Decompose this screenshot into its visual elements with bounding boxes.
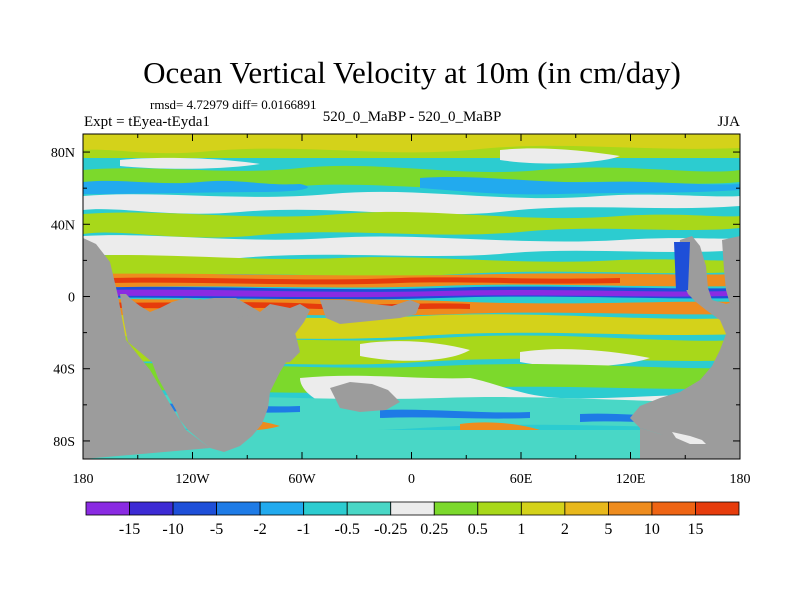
colorbar-swatch <box>390 501 435 516</box>
colorbar-swatch <box>433 501 479 516</box>
eastern-landmass <box>630 236 740 459</box>
colorbar-label: 15 <box>687 521 703 538</box>
colorbar-swatch <box>216 501 261 516</box>
africa-landmass <box>320 300 420 324</box>
colorbar-label: -15 <box>119 521 140 538</box>
colorbar-swatch <box>651 501 696 516</box>
x-tick-label: 0 <box>408 472 415 487</box>
north-subtropic-green <box>83 255 740 277</box>
y-tick-label: 80S <box>53 435 75 450</box>
colorbar-swatch <box>477 501 522 516</box>
colorbar-label: 0.25 <box>420 521 448 538</box>
colorbar <box>85 501 740 516</box>
colorbar-label: -10 <box>162 521 183 538</box>
x-tick-label: 60E <box>510 472 533 487</box>
equator-north-red-streaks <box>110 277 620 285</box>
colorbar-swatch <box>303 501 348 516</box>
x-tick-label: 180 <box>73 472 94 487</box>
south-america-block <box>212 312 300 370</box>
north-blue-band <box>83 177 740 195</box>
y-tick-label: 0 <box>68 291 75 306</box>
americas-landmass <box>83 248 310 452</box>
chart-title: Ocean Vertical Velocity at 10m (in cm/da… <box>143 55 681 90</box>
colorbar-label: 1 <box>517 521 525 538</box>
colorbar-swatch <box>129 501 174 516</box>
y-tick-label: 40S <box>53 363 75 378</box>
colorbar-labels: -15 -10 -5 -2 -1 -0.5 -0.25 0.25 0.5 1 2 5 10 15 <box>119 521 704 538</box>
colorbar-swatch <box>85 501 130 516</box>
x-tick-label: 120E <box>616 472 646 487</box>
western-landmass-fill <box>83 238 210 459</box>
x-tick-label: 60W <box>288 472 316 487</box>
map-field <box>83 134 740 459</box>
north-white-band-2 <box>83 235 740 259</box>
eastern-coast-strip <box>722 236 740 304</box>
colorbar-swatch <box>346 501 392 516</box>
y-tick-label: 40N <box>51 218 75 233</box>
arctic-white-patches <box>120 148 620 169</box>
x-tick-labels: 180 120W 60W 0 60E 120E 180 <box>73 472 751 487</box>
colorbar-swatch <box>564 501 609 516</box>
north-white-band-1 <box>83 191 740 215</box>
colorbar-label: -2 <box>253 521 266 538</box>
y-tick-labels: 80N 40N 0 40S 80S <box>51 146 75 450</box>
x-tick-label: 120W <box>175 472 210 487</box>
colorbar-label: -1 <box>297 521 310 538</box>
experiment-label: Expt = tEyea-tEyda1 <box>84 114 210 130</box>
axis-ticks <box>82 134 741 459</box>
equator-purple-core <box>100 289 730 298</box>
x-tick-label: 180 <box>730 472 751 487</box>
colorbar-swatch <box>695 501 740 516</box>
stats-label: rmsd= 4.72979 diff= 0.0166891 <box>150 97 316 112</box>
colorbar-label: 2 <box>561 521 569 538</box>
sea-ice-white <box>672 432 706 444</box>
colorbar-label: 5 <box>604 521 612 538</box>
north-green-band-2 <box>83 211 740 238</box>
y-tick-label: 80N <box>51 146 75 161</box>
eastern-inlet <box>674 242 690 290</box>
colorbar-label: -5 <box>210 521 223 538</box>
arctic-band-yellow <box>83 134 740 154</box>
case-label: 520_0_MaBP - 520_0_MaBP <box>323 109 502 125</box>
colorbar-swatch <box>608 501 653 516</box>
colorbar-swatch <box>172 501 217 516</box>
season-label: JJA <box>717 114 740 130</box>
southern-ocean-blue-streaks <box>150 403 700 423</box>
colorbar-label: -0.5 <box>335 521 360 538</box>
colorbar-label: -0.25 <box>374 521 407 538</box>
colorbar-label: 0.5 <box>468 521 488 538</box>
colorbar-swatch <box>520 501 566 516</box>
southern-landmass <box>330 382 400 412</box>
colorbar-swatch <box>259 501 305 516</box>
colorbar-label: 10 <box>644 521 660 538</box>
